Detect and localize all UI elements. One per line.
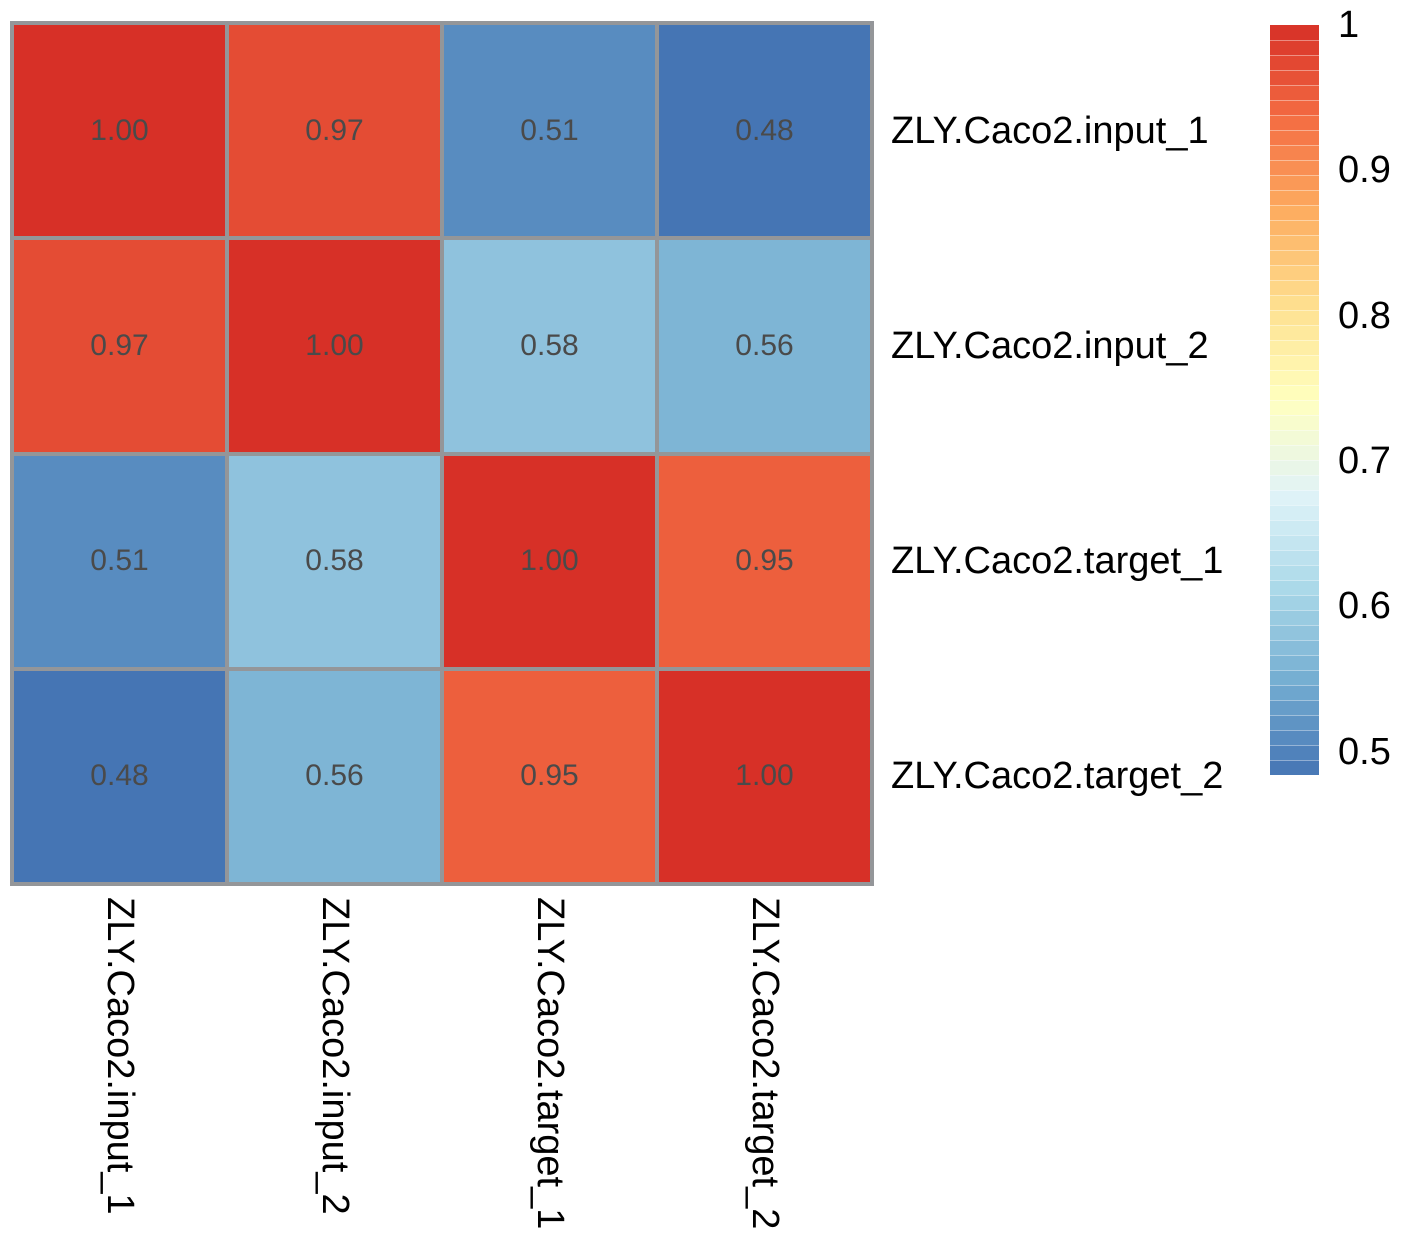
- row-label-3: ZLY.Caco2.target_2: [891, 755, 1224, 798]
- colorbar-segment: [1270, 100, 1319, 115]
- col-label-3: ZLY.Caco2.target_2: [743, 897, 786, 1230]
- colorbar-segment: [1270, 595, 1319, 610]
- colorbar-segment: [1270, 205, 1319, 220]
- colorbar-segment: [1270, 400, 1319, 415]
- colorbar-segment: [1270, 145, 1319, 160]
- colorbar-segment: [1270, 175, 1319, 190]
- heatmap-cell-r1c0: 0.97: [14, 240, 225, 452]
- colorbar-segment: [1270, 565, 1319, 580]
- colorbar-segment: [1270, 190, 1319, 205]
- colorbar-segment: [1270, 715, 1319, 730]
- colorbar-segment: [1270, 310, 1319, 325]
- heatmap-cell-r1c3: 0.56: [659, 240, 870, 452]
- colorbar-segment: [1270, 25, 1319, 40]
- heatmap-grid: 1.00 0.97 0.51 0.48 0.97 1.00 0.58 0.56 0.51 0.58…: [10, 21, 874, 886]
- heatmap-cell-r3c2: 0.95: [444, 670, 655, 882]
- colorbar-segment: [1270, 220, 1319, 235]
- col-label-1: ZLY.Caco2.input_2: [313, 897, 356, 1215]
- heatmap-cell-r0c0: 1.00: [14, 25, 225, 237]
- row-label-1: ZLY.Caco2.input_2: [891, 324, 1209, 367]
- colorbar-segment: [1270, 70, 1319, 85]
- colorbar-segment: [1270, 250, 1319, 265]
- colorbar-segment: [1270, 625, 1319, 640]
- colorbar-tick-label-5: 0.5: [1338, 730, 1391, 773]
- colorbar-segment: [1270, 700, 1319, 715]
- colorbar-tick-label-3: 0.7: [1338, 440, 1391, 483]
- colorbar-segment: [1270, 430, 1319, 445]
- colorbar-segment: [1270, 475, 1319, 490]
- heatmap-cell-r2c1: 0.58: [229, 455, 440, 667]
- colorbar-segment: [1270, 235, 1319, 250]
- colorbar-segment: [1270, 670, 1319, 685]
- colorbar-segment: [1270, 370, 1319, 385]
- colorbar-segment: [1270, 355, 1319, 370]
- colorbar-segment: [1270, 40, 1319, 55]
- row-label-2: ZLY.Caco2.target_1: [891, 540, 1224, 583]
- colorbar-tick-label-4: 0.6: [1338, 585, 1391, 628]
- colorbar-segment: [1270, 85, 1319, 100]
- colorbar-segment: [1270, 610, 1319, 625]
- colorbar-segment: [1270, 550, 1319, 565]
- col-label-0: ZLY.Caco2.input_1: [98, 897, 141, 1215]
- colorbar-segment: [1270, 745, 1319, 760]
- colorbar-segment: [1270, 535, 1319, 550]
- heatmap-cell-r2c2: 1.00: [444, 455, 655, 667]
- heatmap-cell-r3c1: 0.56: [229, 670, 440, 882]
- colorbar-segment: [1270, 325, 1319, 340]
- colorbar-segment: [1270, 340, 1319, 355]
- colorbar-segment: [1270, 490, 1319, 505]
- colorbar-segment: [1270, 655, 1319, 670]
- colorbar-segment: [1270, 160, 1319, 175]
- colorbar-segment: [1270, 520, 1319, 535]
- colorbar-segment: [1270, 760, 1319, 775]
- heatmap-cell-r1c1: 1.00: [229, 240, 440, 452]
- heatmap-cell-r1c2: 0.58: [444, 240, 655, 452]
- colorbar-segment: [1270, 115, 1319, 130]
- heatmap-cell-r0c2: 0.51: [444, 25, 655, 237]
- row-label-0: ZLY.Caco2.input_1: [891, 109, 1209, 152]
- colorbar-segment: [1270, 685, 1319, 700]
- heatmap-cell-r3c3: 1.00: [659, 670, 870, 882]
- heatmap-cell-r0c1: 0.97: [229, 25, 440, 237]
- colorbar-segment: [1270, 385, 1319, 400]
- colorbar-segment: [1270, 415, 1319, 430]
- colorbar-segment: [1270, 55, 1319, 70]
- colorbar-legend: [1270, 25, 1319, 775]
- colorbar-segment: [1270, 640, 1319, 655]
- col-label-2: ZLY.Caco2.target_1: [528, 897, 571, 1230]
- colorbar-tick-label-0: 1: [1338, 4, 1360, 46]
- heatmap-cell-r2c0: 0.51: [14, 455, 225, 667]
- colorbar-tick-label-1: 0.9: [1338, 149, 1391, 192]
- colorbar-segment: [1270, 130, 1319, 145]
- colorbar-segment: [1270, 580, 1319, 595]
- heatmap-cell-r3c0: 0.48: [14, 670, 225, 882]
- colorbar-tick-label-2: 0.8: [1338, 294, 1391, 337]
- colorbar-segment: [1270, 460, 1319, 475]
- colorbar-segment: [1270, 445, 1319, 460]
- colorbar-segment: [1270, 730, 1319, 745]
- colorbar-segment: [1270, 265, 1319, 280]
- colorbar-segment: [1270, 505, 1319, 520]
- heatmap-cell-r2c3: 0.95: [659, 455, 870, 667]
- colorbar-segment: [1270, 280, 1319, 295]
- heatmap-cell-r0c3: 0.48: [659, 25, 870, 237]
- colorbar-segment: [1270, 295, 1319, 310]
